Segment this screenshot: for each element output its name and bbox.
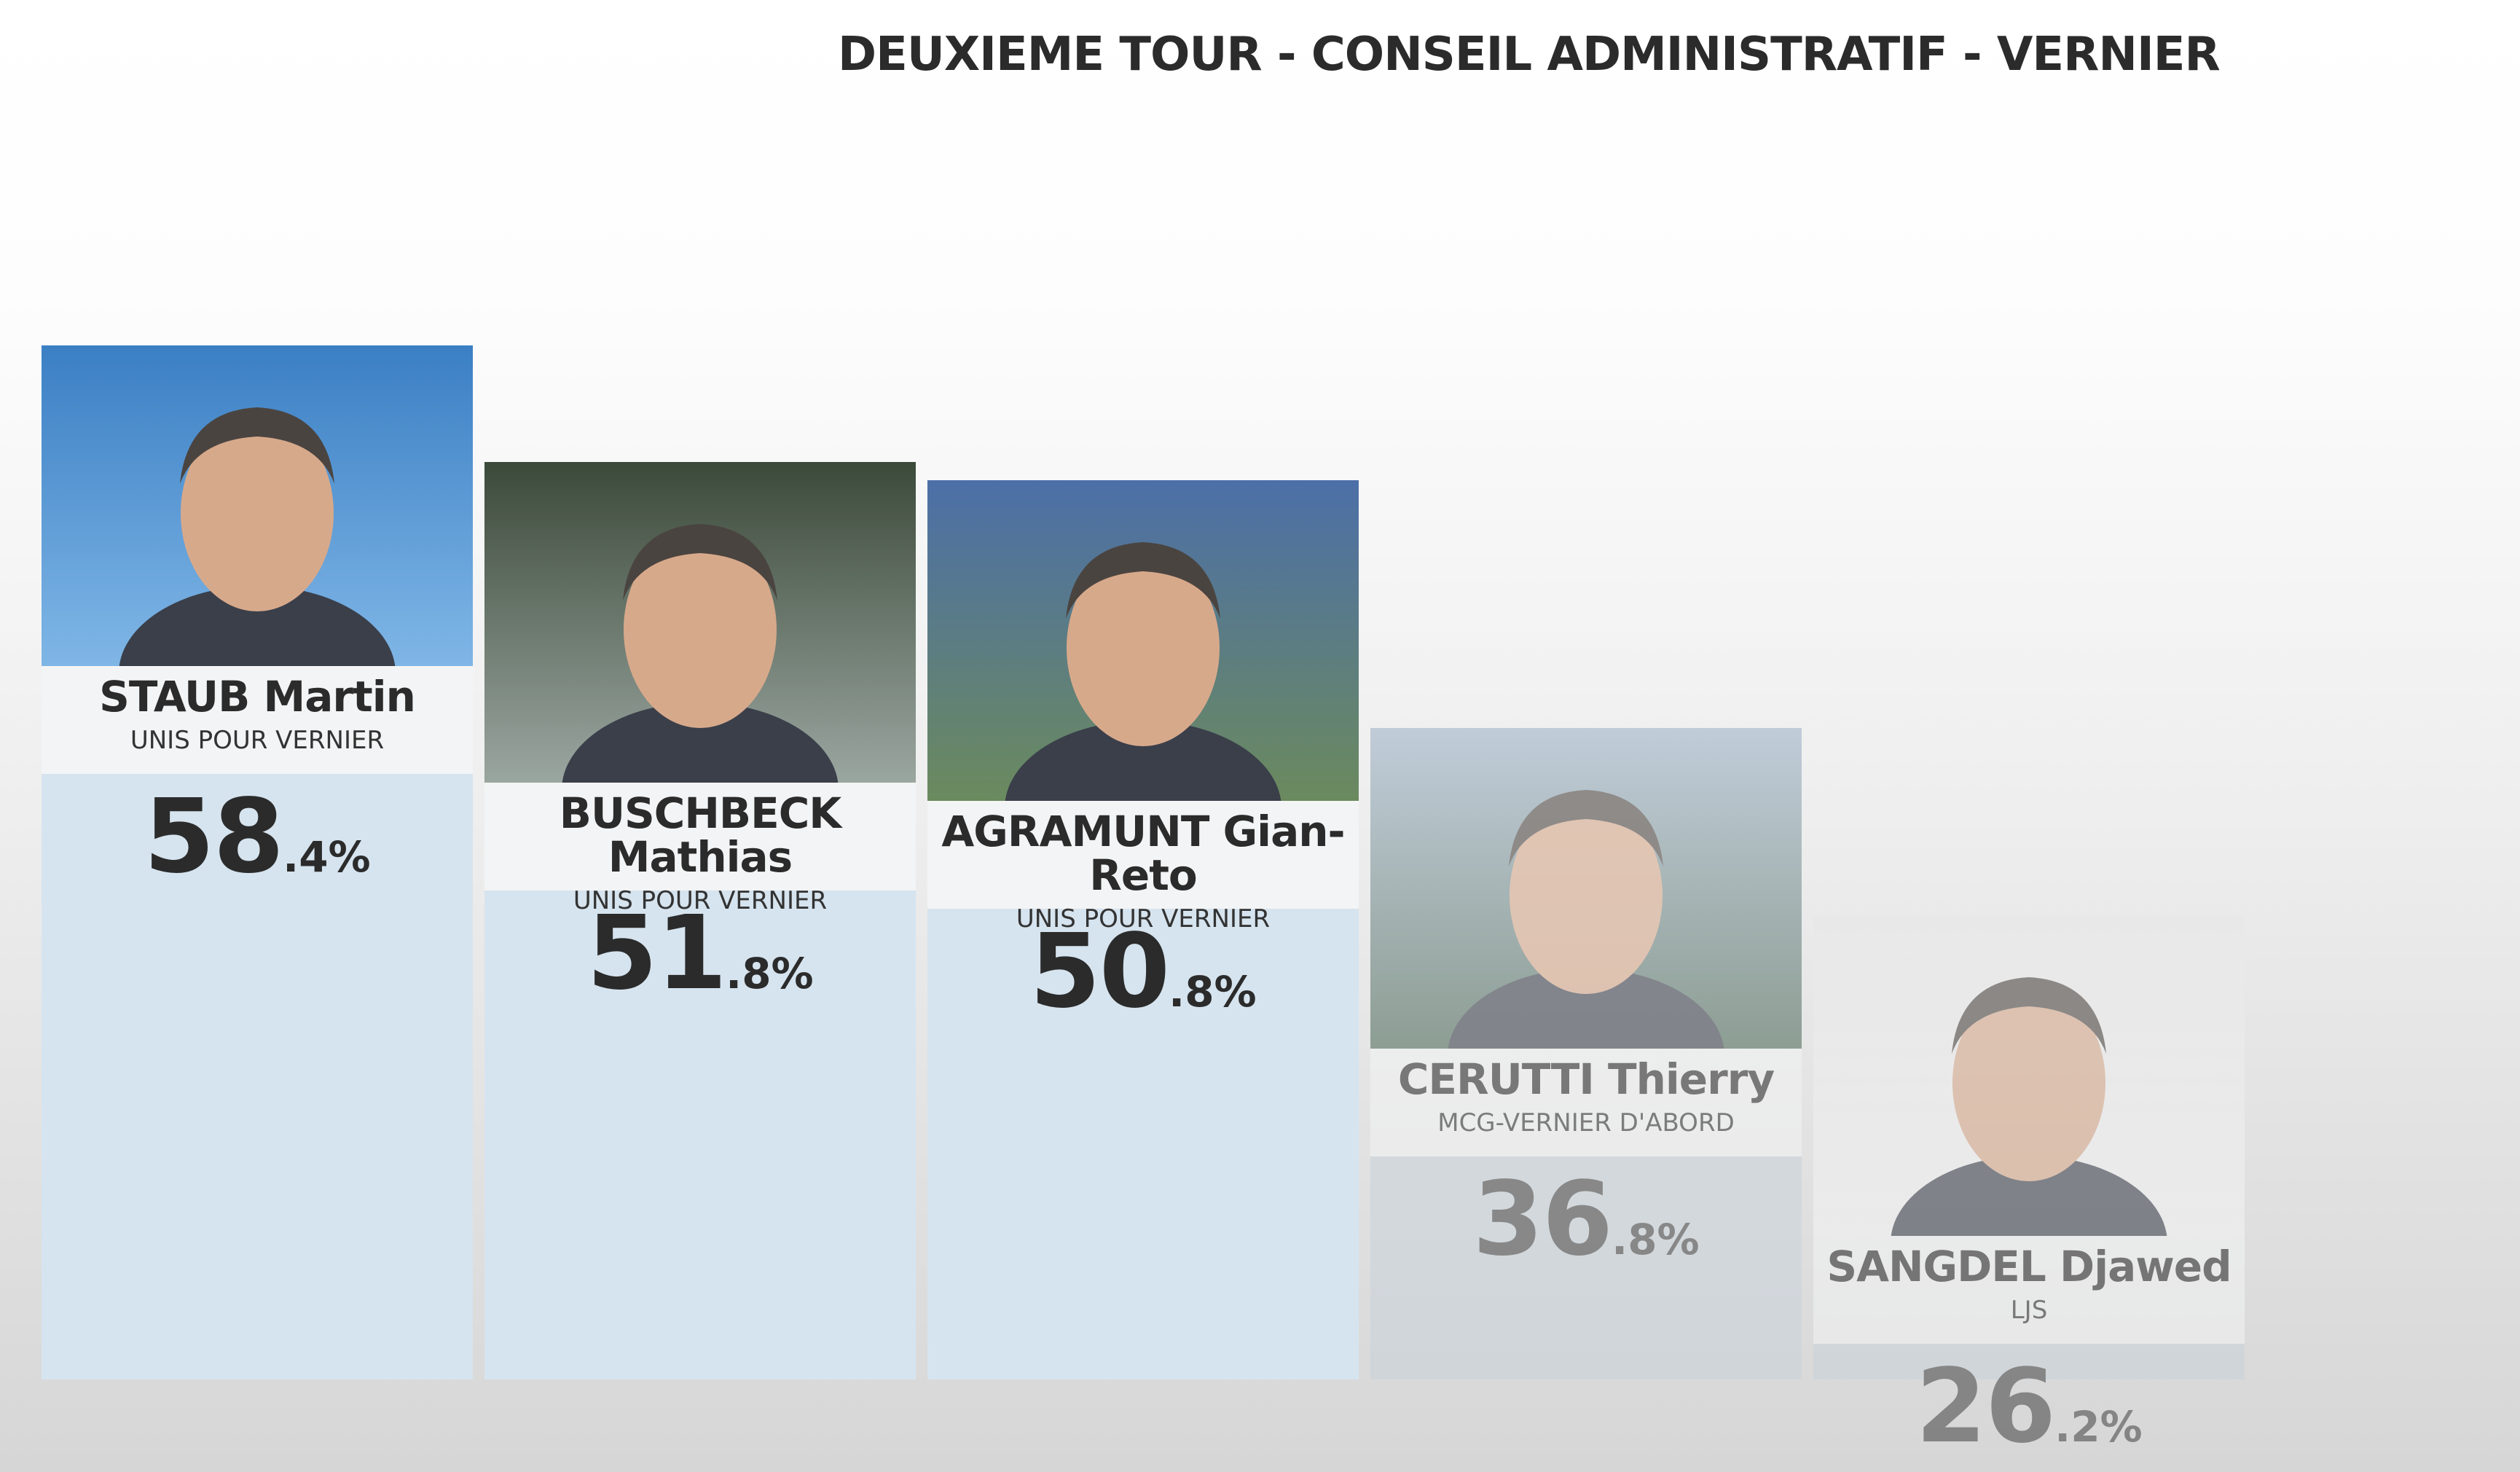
candidate-label: BUSCHBECK Mathias UNIS POUR VERNIER bbox=[484, 783, 916, 915]
candidate-photo bbox=[927, 479, 1359, 801]
result-percentage: 26.2% bbox=[1813, 1347, 2245, 1466]
candidate-label: STAUB Martin UNIS POUR VERNIER bbox=[42, 665, 473, 774]
chart-title: DEUXIEME TOUR - CONSEIL ADMINISTRATIF - … bbox=[838, 28, 2221, 82]
percentage-integer: 51 bbox=[586, 894, 727, 1014]
candidate-party: UNIS POUR VERNIER bbox=[573, 886, 828, 916]
percentage-decimal: .8% bbox=[1612, 1214, 1700, 1264]
result-percentage: 51.8% bbox=[484, 894, 916, 1013]
candidate-column: CERUTTI Thierry MCG-VERNIER D'ABORD 36.8% bbox=[1370, 0, 1802, 1379]
candidate-photo bbox=[1370, 727, 1802, 1049]
candidate-name: SANGDEL Djawed bbox=[1826, 1242, 2232, 1292]
candidate-column: AGRAMUNT Gian-Reto UNIS POUR VERNIER 50.8% bbox=[927, 0, 1359, 1379]
candidate-photo bbox=[1813, 915, 2245, 1237]
candidate-photo bbox=[484, 462, 916, 783]
result-percentage: 36.8% bbox=[1370, 1160, 1802, 1279]
candidate-label: CERUTTI Thierry MCG-VERNIER D'ABORD bbox=[1370, 1048, 1802, 1156]
candidate-column: STAUB Martin UNIS POUR VERNIER 58.4% bbox=[42, 0, 473, 1379]
result-percentage: 50.8% bbox=[927, 912, 1359, 1031]
candidate-party: LJS bbox=[2010, 1296, 2048, 1326]
percentage-integer: 58 bbox=[144, 777, 284, 896]
candidate-column: SANGDEL Djawed LJS 26.2% bbox=[1813, 0, 2245, 1466]
candidate-name: CERUTTI Thierry bbox=[1397, 1054, 1775, 1104]
candidate-label: SANGDEL Djawed LJS bbox=[1813, 1236, 2245, 1344]
percentage-decimal: .8% bbox=[1169, 966, 1257, 1017]
percentage-integer: 36 bbox=[1472, 1159, 1613, 1279]
candidate-party: MCG-VERNIER D'ABORD bbox=[1437, 1108, 1735, 1138]
percentage-decimal: .8% bbox=[726, 949, 814, 999]
result-bar bbox=[42, 668, 473, 1379]
candidate-name: BUSCHBECK Mathias bbox=[559, 788, 842, 882]
candidate-column: BUSCHBECK Mathias UNIS POUR VERNIER 51.8% bbox=[484, 0, 916, 1379]
result-percentage: 58.4% bbox=[42, 778, 473, 896]
percentage-integer: 26 bbox=[1915, 1347, 2056, 1467]
candidate-party: UNIS POUR VERNIER bbox=[1016, 904, 1271, 933]
candidate-label: AGRAMUNT Gian-Reto UNIS POUR VERNIER bbox=[927, 800, 1359, 933]
candidate-name: AGRAMUNT Gian-Reto bbox=[941, 806, 1345, 900]
candidate-party: UNIS POUR VERNIER bbox=[130, 725, 385, 755]
percentage-integer: 50 bbox=[1029, 912, 1170, 1031]
percentage-decimal: .2% bbox=[2054, 1402, 2143, 1452]
candidate-name: STAUB Martin bbox=[99, 671, 416, 721]
candidate-photo bbox=[42, 345, 473, 666]
percentage-decimal: .4% bbox=[283, 831, 371, 882]
